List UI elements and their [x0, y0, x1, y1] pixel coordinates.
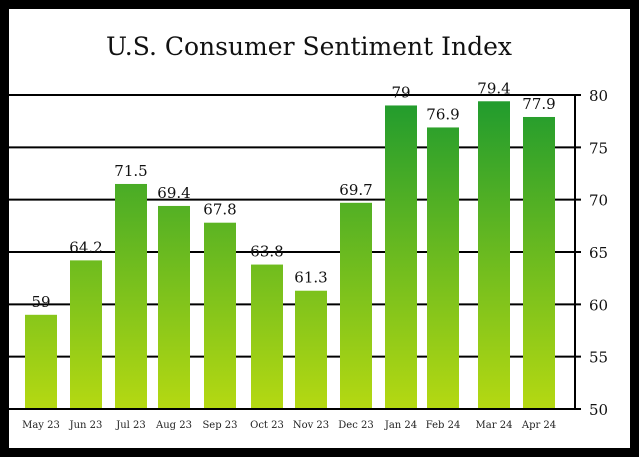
- x-tick-label: Aug 23: [155, 420, 192, 431]
- bar: [385, 105, 417, 408]
- x-tick-label: Feb 24: [426, 420, 461, 431]
- x-tick-label: Sep 23: [202, 420, 237, 431]
- data-label: 64.2: [69, 238, 102, 256]
- data-label: 63.8: [250, 243, 283, 261]
- data-label: 79: [391, 83, 410, 101]
- chart: U.S. Consumer Sentiment Index 59 64.2 71.5…: [9, 32, 608, 431]
- x-tick-label: Jan 24: [384, 420, 417, 431]
- bar: [70, 260, 102, 408]
- bar: [340, 202, 372, 408]
- y-tick-label: 70: [589, 192, 608, 210]
- data-label: 76.9: [426, 105, 459, 123]
- bar: [478, 101, 510, 408]
- x-tick-label: Jun 23: [69, 420, 103, 431]
- bar: [158, 205, 190, 408]
- y-tick-label: 60: [589, 296, 608, 314]
- x-tick-label: May 23: [22, 420, 60, 431]
- y-tick-label: 80: [589, 87, 608, 105]
- data-label: 71.5: [114, 162, 147, 180]
- y-tick-label: 75: [589, 139, 608, 157]
- data-label: 61.3: [294, 269, 327, 287]
- data-labels: 59 64.2 71.5 69.4 67.8 63.8 61.3 69.7 79 76.9 79.4…: [31, 79, 555, 311]
- bars: [25, 101, 555, 409]
- x-tick-label: Dec 23: [338, 420, 373, 431]
- x-tick-label: Oct 23: [250, 420, 284, 431]
- y-axis: 50 55 60 65 70 75 80: [589, 87, 608, 419]
- bar: [295, 290, 327, 408]
- bar: [427, 127, 459, 409]
- chart-panel: U.S. Consumer Sentiment Index 59 64.2 71.5…: [9, 9, 630, 448]
- data-label: 79.4: [477, 79, 510, 97]
- x-tick-label: Jul 23: [115, 420, 146, 431]
- y-tick-label: 55: [589, 349, 608, 367]
- bar: [25, 314, 57, 408]
- data-label: 69.4: [157, 184, 190, 202]
- data-label: 77.9: [522, 95, 555, 113]
- y-tick-label: 50: [589, 401, 608, 419]
- bar: [115, 183, 147, 408]
- x-tick-label: Apr 24: [521, 420, 556, 431]
- x-tick-label: Nov 23: [293, 420, 329, 431]
- bar: [523, 116, 555, 408]
- data-label: 59: [31, 293, 50, 311]
- bar: [204, 222, 236, 408]
- y-tick-label: 65: [589, 244, 608, 262]
- chart-title: U.S. Consumer Sentiment Index: [106, 32, 512, 61]
- data-label: 69.7: [339, 181, 372, 199]
- bar: [251, 264, 283, 408]
- data-label: 67.8: [203, 201, 236, 219]
- x-axis: May 23 Jun 23 Jul 23 Aug 23 Sep 23 Oct 23 Nov …: [22, 420, 556, 431]
- x-tick-label: Mar 24: [476, 420, 513, 431]
